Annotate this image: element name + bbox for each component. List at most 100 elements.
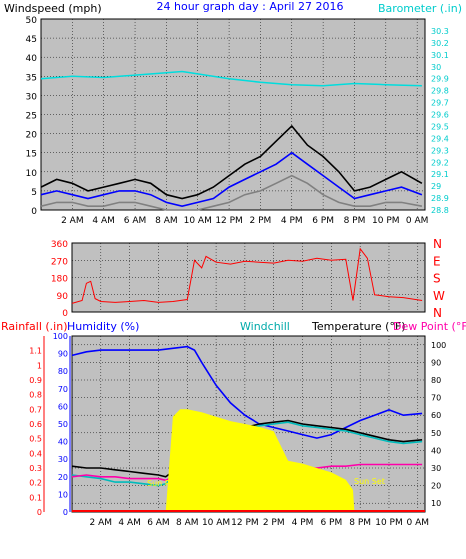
gust-line [40,124,423,200]
rain-tick-label: 0.6 [29,420,42,429]
barometer-tick-label: 29.2 [431,158,449,167]
barometer-tick-label: 29.3 [431,146,449,155]
dewpoint-label: Dew Point (°F) [393,320,466,333]
minimum-line [40,174,423,211]
temperature-label: Temperature (°F) [311,320,406,333]
barometer-tick-label: 30.2 [431,39,449,48]
direction-tick-label: 360 [51,240,68,250]
temperature-tick-label: 20 [431,482,441,491]
temperature-x-tick-label: 2 AM [90,518,113,528]
rain-tick-label: 0.1 [29,493,42,502]
windchill-label: Windchill [240,320,290,333]
wind-x-tick-label: 8 PM [344,216,366,226]
wind-axis-label: Windspeed (mph) [4,2,102,15]
wind-y-tick-label: 25 [26,112,37,122]
direction-tick-label: 90 [57,292,69,302]
barometer-tick-label: 29.4 [431,134,449,143]
wind-x-tick-label: 0 AM [406,216,429,226]
wind-y-tick-label: 10 [26,169,38,179]
direction-line [71,247,423,304]
direction-grid [72,242,425,313]
wind-x-tick-label: 8 AM [155,216,178,226]
compass-label: N [433,237,442,251]
rain-tick-label: 1.1 [29,347,42,356]
barometer-axis-label: Barometer (.in) [378,2,462,15]
temperature-x-tick-label: 0 AM [407,518,430,528]
compass-label: N [433,306,442,320]
rain-tick-label: 0 [37,508,42,517]
direction-series [71,247,423,304]
temperature-x-tick-label: 4 AM [118,518,141,528]
wind-y-tick-label: 35 [26,73,37,83]
wind-series [40,70,423,211]
temperature-x-tick-label: 10 PM [375,518,403,528]
temperature-tick-label: 70 [431,394,441,403]
wind-x-tick-label: 4 PM [281,216,303,226]
wind-y-tick-label: 40 [26,54,38,64]
direction-tick-label: 0 [62,309,68,319]
barometer-tick-label: 29.9 [431,75,449,84]
humidity-tick-label: 20 [58,473,68,482]
rain-tick-label: 1 [37,361,42,370]
wind-y-tick-label: 45 [26,35,37,45]
humidity-tick-label: 40 [58,438,68,447]
wind-y-tick-label: 0 [31,207,37,217]
temperature-x-tick-label: 12 PM [231,518,259,528]
rainfall-area [165,409,355,512]
sunrise-label: Sun Rise [147,479,182,488]
wind-x-tick-label: 12 PM [215,216,243,226]
barometer-tick-label: 30 [431,63,441,72]
temperature-tick-label: 10 [431,499,441,508]
temperature-x-tick-label: 6 AM [147,518,170,528]
rain-tick-label: 0.8 [29,391,42,400]
temperature-tick-label: 50 [431,429,441,438]
temperature-tick-label: 40 [431,446,441,455]
compass-label: S [433,272,441,286]
humidity-tick-label: 0 [63,508,68,517]
temperature-x-tick-label: 8 AM [176,518,199,528]
rain-tick-label: 0.9 [29,376,42,385]
wind-x-tick-label: 4 AM [92,216,115,226]
barometer-tick-label: 28.8 [431,206,449,215]
temperature-tick-label: 100 [431,341,446,350]
temperature-x-tick-label: 10 AM [202,518,230,528]
humidity-label: Humidity (%) [67,320,139,333]
direction-axes: 0 N 90 W 180 S 270 E 360 N [51,237,445,320]
rainfall-label: Rainfall (.in) [1,320,68,333]
barometer-tick-label: 29.6 [431,111,449,120]
humidity-tick-label: 100 [53,332,68,341]
temperature-x-tick-label: 2 PM [263,518,285,528]
humidity-tick-label: 70 [58,385,68,394]
rain-tick-label: 0.3 [29,464,42,473]
barometer-tick-label: 30.1 [431,51,449,60]
wind-y-tick-label: 15 [26,150,37,160]
chart-title: 24 hour graph day : April 27 2016 [157,0,344,13]
barometer-tick-label: 29.5 [431,122,449,131]
rain-tick-label: 0.5 [29,435,42,444]
direction-tick-label: 180 [51,275,68,285]
barometer-tick-label: 29 [431,182,441,191]
temperature-tick-label: 30 [431,464,441,473]
temperature-tick-label: 80 [431,376,441,385]
barometer-tick-label: 29.8 [431,87,449,96]
barometer-line [40,70,422,87]
average-line [40,151,423,208]
wind-x-tick-label: 2 AM [61,216,84,226]
compass-label: E [433,254,441,268]
temperature-tick-label: 90 [431,358,441,367]
humidity-tick-label: 60 [58,402,68,411]
wind-y-tick-label: 5 [31,188,37,198]
direction-tick-label: 270 [51,257,68,267]
rain-tick-label: 0.4 [29,449,42,458]
rain-tick-label: 0.2 [29,479,42,488]
wind-x-tick-label: 2 PM [250,216,272,226]
wind-x-tick-label: 10 AM [184,216,212,226]
barometer-tick-label: 29.7 [431,99,449,108]
wind-y-tick-label: 30 [26,92,38,102]
humidity-line [71,345,423,439]
rain-tick-label: 0.7 [29,405,42,414]
temperature-x-tick-label: 6 PM [320,518,342,528]
